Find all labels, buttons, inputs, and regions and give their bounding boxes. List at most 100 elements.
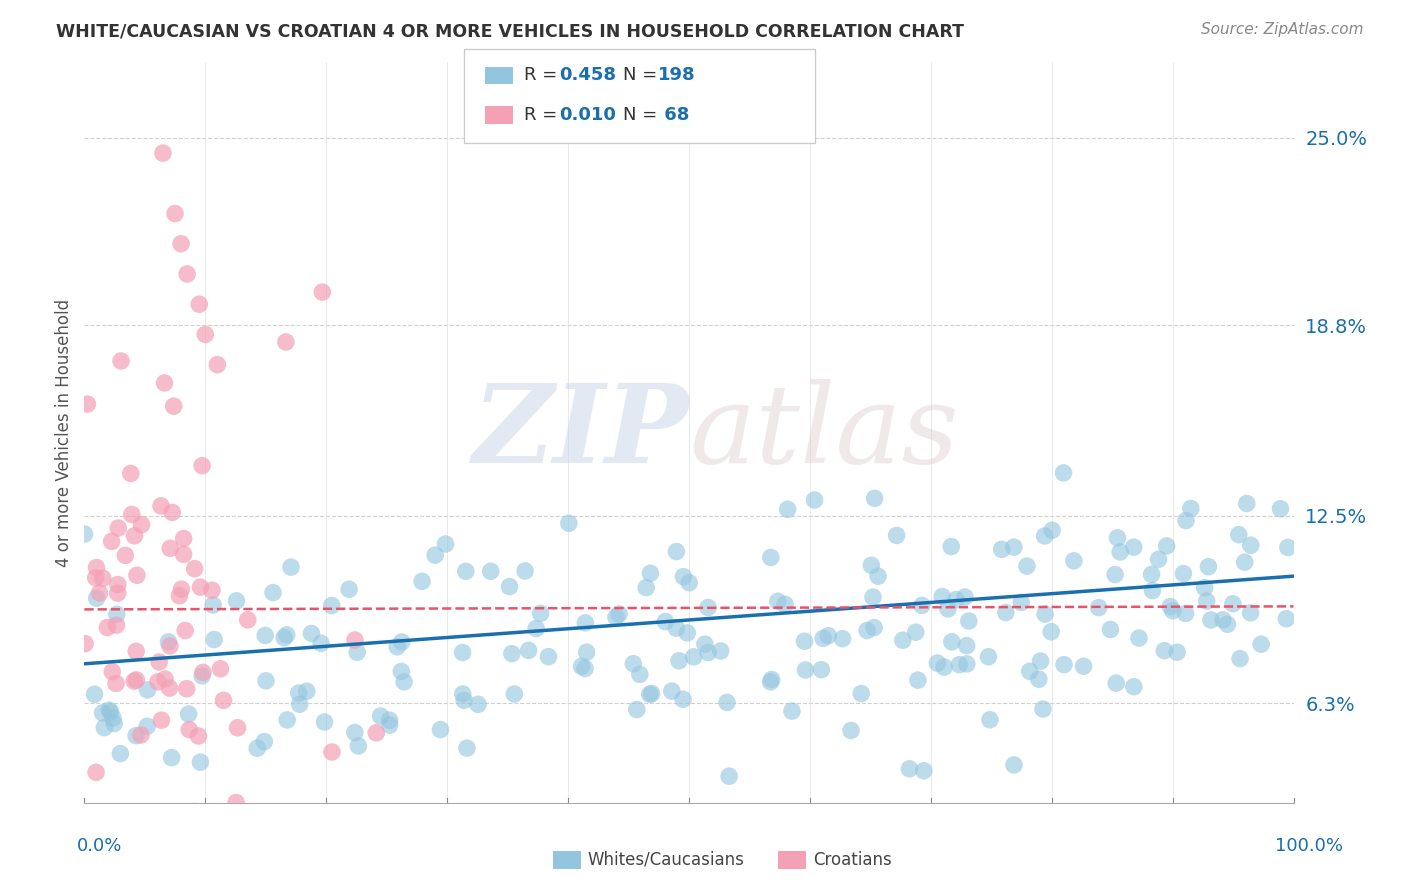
Point	[177, 706, 200, 721]
Point	[236, 613, 259, 627]
Point	[868, 569, 890, 583]
Point	[366, 726, 388, 740]
Point	[1104, 567, 1126, 582]
Point	[936, 602, 959, 616]
Point	[898, 762, 921, 776]
Point	[1015, 559, 1038, 574]
Point	[91, 571, 114, 585]
Point	[956, 639, 979, 653]
Point	[1175, 514, 1198, 528]
Point	[93, 721, 115, 735]
Point	[170, 236, 193, 251]
Point	[761, 673, 783, 687]
Point	[202, 632, 225, 647]
Point	[863, 491, 886, 506]
Point	[314, 714, 336, 729]
Point	[693, 637, 716, 651]
Point	[1227, 527, 1250, 541]
Point	[1107, 531, 1129, 545]
Point	[131, 517, 153, 532]
Point	[150, 499, 173, 513]
Point	[392, 674, 415, 689]
Text: 0.458: 0.458	[560, 67, 617, 85]
Point	[1156, 539, 1178, 553]
Point	[346, 645, 368, 659]
Point	[451, 646, 474, 660]
Point	[1195, 594, 1218, 608]
Point	[907, 673, 929, 687]
Point	[262, 585, 284, 599]
Point	[1002, 540, 1025, 554]
Point	[467, 698, 489, 712]
Text: 100.0%: 100.0%	[1275, 837, 1343, 855]
Point	[276, 628, 298, 642]
Point	[1029, 654, 1052, 668]
Point	[170, 582, 193, 597]
Point	[86, 560, 108, 574]
Point	[1161, 604, 1184, 618]
Point	[530, 607, 553, 621]
Point	[105, 607, 128, 622]
Point	[343, 725, 366, 739]
Text: N =: N =	[623, 67, 662, 85]
Point	[953, 590, 976, 604]
Point	[575, 645, 598, 659]
Point	[173, 547, 195, 561]
Text: WHITE/CAUCASIAN VS CROATIAN 4 OR MORE VEHICLES IN HOUSEHOLD CORRELATION CHART: WHITE/CAUCASIAN VS CROATIAN 4 OR MORE VE…	[56, 22, 965, 40]
Text: Source: ZipAtlas.com: Source: ZipAtlas.com	[1201, 22, 1364, 37]
Point	[571, 659, 593, 673]
Point	[994, 606, 1017, 620]
Point	[891, 633, 914, 648]
Point	[904, 625, 927, 640]
Point	[378, 713, 401, 727]
Point	[503, 687, 526, 701]
Point	[672, 692, 695, 706]
Point	[254, 673, 277, 688]
Point	[246, 741, 269, 756]
Point	[1240, 538, 1263, 552]
Point	[114, 549, 136, 563]
Point	[710, 644, 733, 658]
Point	[110, 354, 132, 368]
Point	[125, 568, 148, 582]
Point	[136, 719, 159, 733]
Point	[640, 566, 662, 581]
Point	[1236, 496, 1258, 510]
Point	[152, 146, 174, 161]
Point	[558, 516, 581, 531]
Point	[157, 635, 180, 649]
Point	[1142, 583, 1164, 598]
Point	[1028, 672, 1050, 686]
Point	[226, 721, 249, 735]
Point	[672, 569, 695, 583]
Point	[654, 615, 676, 629]
Point	[454, 564, 477, 578]
Point	[759, 674, 782, 689]
Point	[207, 358, 229, 372]
Point	[1109, 545, 1132, 559]
Point	[73, 637, 96, 651]
Point	[941, 634, 963, 648]
Point	[605, 610, 627, 624]
Point	[1033, 607, 1056, 621]
Point	[163, 399, 186, 413]
Point	[1173, 566, 1195, 581]
Point	[1122, 680, 1144, 694]
Point	[638, 687, 661, 701]
Point	[574, 615, 596, 630]
Point	[153, 672, 176, 686]
Point	[311, 285, 333, 299]
Point	[96, 620, 118, 634]
Point	[1277, 541, 1299, 555]
Point	[676, 626, 699, 640]
Point	[191, 458, 214, 473]
Point	[863, 621, 886, 635]
Point	[513, 564, 536, 578]
Point	[105, 618, 128, 632]
Point	[160, 750, 183, 764]
Point	[665, 621, 688, 635]
Point	[321, 745, 343, 759]
Text: ZIP: ZIP	[472, 379, 689, 486]
Point	[91, 706, 114, 720]
Point	[276, 713, 298, 727]
